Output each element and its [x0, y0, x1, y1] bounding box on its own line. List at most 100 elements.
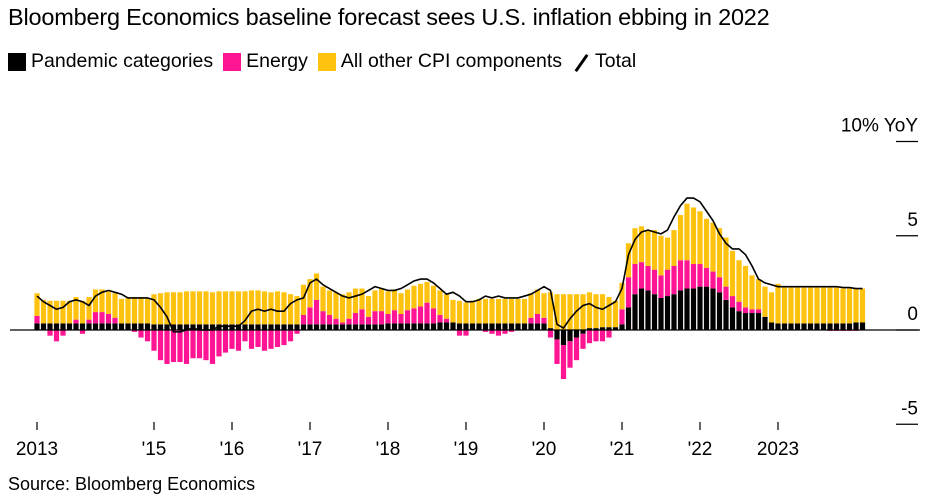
bar-pandemic — [229, 324, 235, 331]
bar-pandemic — [807, 323, 814, 330]
bar-other — [528, 293, 534, 318]
bar-pandemic — [424, 323, 430, 330]
bar-energy — [47, 330, 53, 336]
bar-energy — [573, 337, 580, 361]
bar-other — [378, 288, 385, 312]
bar-energy — [86, 319, 92, 324]
bar-pandemic — [235, 324, 242, 331]
bar-other — [164, 292, 170, 325]
bar-pandemic — [34, 323, 40, 330]
bar-pandemic — [697, 286, 703, 330]
bar-other — [203, 291, 209, 325]
bar-other — [131, 297, 138, 324]
bar-energy — [300, 314, 307, 325]
bar-other — [235, 291, 242, 325]
bar-other — [183, 291, 190, 325]
bar-pandemic — [144, 323, 151, 330]
bar-energy — [508, 330, 515, 332]
bar-other — [307, 279, 313, 308]
bar-energy — [697, 264, 703, 287]
bar-pandemic — [599, 327, 606, 330]
bar-other — [768, 292, 775, 323]
bar-other — [424, 281, 430, 303]
bar-other — [229, 291, 235, 325]
bar-other — [216, 291, 222, 325]
bar-other — [86, 297, 92, 320]
bar-pandemic — [840, 323, 846, 330]
bar-other — [105, 290, 112, 314]
bar-energy — [274, 330, 281, 347]
bar-energy — [34, 315, 40, 324]
bar-pandemic — [430, 323, 437, 330]
bar-pandemic — [833, 323, 840, 330]
bar-other — [534, 289, 541, 314]
bar-pandemic — [515, 323, 521, 330]
bar-other — [658, 235, 664, 276]
bar-pandemic — [222, 324, 229, 331]
bar-pandemic — [710, 288, 716, 330]
bar-pandemic — [326, 324, 333, 331]
bar-other — [430, 285, 437, 309]
bar-other — [79, 300, 86, 324]
bar-other — [801, 287, 807, 324]
bar-energy — [632, 264, 638, 295]
bar-pandemic — [346, 324, 352, 331]
bar-energy — [677, 260, 684, 291]
x-tick-label: '22 — [688, 439, 713, 460]
bar-other — [242, 291, 248, 325]
bar-pandemic — [242, 324, 248, 331]
bar-energy — [346, 318, 352, 325]
bar-pandemic — [333, 324, 339, 331]
bar-energy — [586, 330, 593, 344]
bar-energy — [177, 330, 183, 363]
bar-energy — [339, 322, 346, 325]
bar-pandemic — [281, 324, 287, 331]
bar-pandemic — [404, 323, 411, 330]
bar-pandemic — [638, 288, 645, 330]
bar-energy — [391, 310, 398, 324]
bar-pandemic — [489, 323, 495, 330]
bar-pandemic — [378, 324, 385, 331]
bar-pandemic — [339, 324, 346, 331]
bar-other — [268, 292, 274, 325]
bar-pandemic — [177, 324, 183, 331]
bar-pandemic — [820, 323, 827, 330]
bar-other — [807, 287, 814, 324]
bar-energy — [73, 319, 79, 324]
bar-other — [144, 297, 151, 324]
bar-pandemic — [385, 323, 391, 330]
bar-pandemic — [658, 297, 664, 330]
bar-pandemic — [814, 323, 820, 330]
bar-pandemic — [352, 324, 359, 331]
bar-energy — [638, 262, 645, 289]
bar-energy — [567, 341, 573, 368]
bar-pandemic — [131, 323, 138, 330]
bar-energy — [229, 330, 235, 349]
chart-title: Bloomberg Economics baseline forecast se… — [8, 4, 770, 30]
bar-other — [651, 230, 658, 270]
bar-pandemic — [359, 324, 365, 331]
bar-other — [411, 285, 417, 309]
legend-item-pandemic: Pandemic categories — [8, 50, 213, 73]
bar-pandemic — [365, 324, 372, 331]
bar-energy — [554, 339, 560, 364]
bar-other — [112, 293, 118, 318]
bar-other — [209, 292, 216, 325]
bar-pandemic — [443, 322, 450, 330]
bar-pandemic — [274, 324, 281, 331]
bar-energy — [209, 330, 216, 364]
bar-other — [398, 293, 404, 314]
bar-energy — [164, 330, 170, 364]
bar-other — [456, 300, 463, 324]
bar-other — [567, 294, 573, 330]
bar-pandemic — [625, 307, 632, 330]
bar-pandemic — [521, 323, 528, 330]
bar-pandemic — [619, 324, 625, 331]
bar-energy — [359, 309, 365, 325]
bar-pandemic — [573, 330, 580, 338]
bar-energy — [742, 307, 749, 314]
bar-other — [612, 300, 619, 328]
bar-energy — [99, 312, 105, 324]
bar-energy — [690, 264, 697, 289]
bar-other — [190, 291, 196, 325]
